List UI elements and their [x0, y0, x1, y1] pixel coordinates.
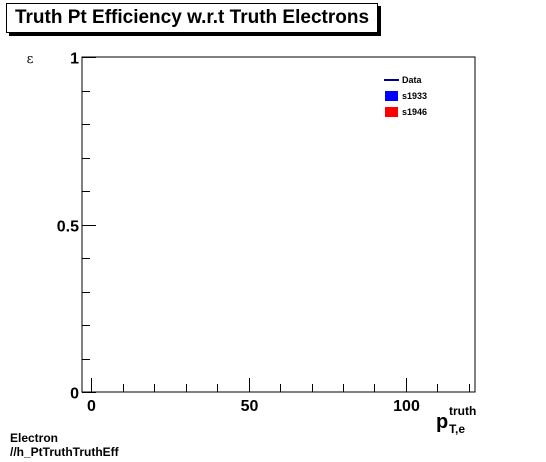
x-axis-label-main: p: [436, 411, 448, 433]
x-axis-label-sup: truth: [449, 404, 476, 418]
legend-label: s1933: [402, 91, 427, 101]
x-axis-label-sub: T,e: [449, 422, 465, 436]
footer-line-2: //h_PtTruthTruthEff: [10, 445, 119, 459]
y-tick-label: 0: [70, 386, 79, 403]
y-tick-label: 0.5: [57, 219, 79, 236]
legend-label: Data: [402, 75, 423, 85]
legend-swatch-fill: [385, 107, 398, 117]
legend-label: s1946: [402, 107, 427, 117]
y-axis-label: ε: [27, 52, 34, 67]
y-tick-label: 1: [70, 51, 79, 68]
x-tick-label: 50: [241, 398, 259, 415]
x-tick-label: 100: [393, 398, 420, 415]
footer-line-1: Electron: [10, 431, 58, 445]
legend-swatch-fill: [385, 91, 398, 101]
x-tick-label: 0: [87, 398, 96, 415]
